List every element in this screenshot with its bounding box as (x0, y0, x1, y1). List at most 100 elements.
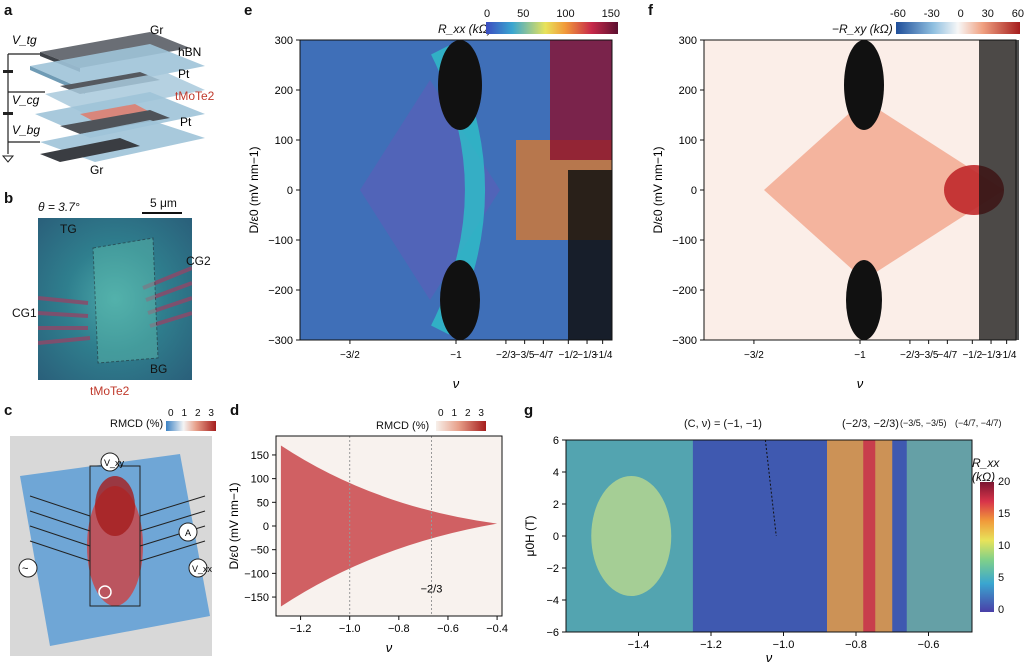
colorbar-ticks-f: -60 -30 0 30 60 (890, 8, 1024, 20)
x-tick-label: −1/4 (997, 350, 1017, 361)
voltage-label-bg: V_bg (12, 123, 40, 137)
saturated-band (568, 170, 612, 340)
colorbar-title-d: RMCD (%) (376, 420, 430, 432)
annotation-g-3: (−4/7, −4/7) (955, 418, 1002, 428)
y-tick-label: −100 (244, 568, 269, 580)
x-tick-label: −4/7 (937, 350, 957, 361)
x-axis-label: ν (857, 376, 864, 391)
x-tick-label: −3/2 (340, 350, 360, 361)
panel-letter-b: b (4, 190, 14, 207)
chart-f: 300 200 100 0 −100 −200 −300 −3/2 −1 −2/3−3/5−4/7… (651, 36, 1019, 391)
resistance-band-right (906, 440, 972, 632)
x-tick-label: −0.6 (918, 639, 940, 651)
y-tick-label: −100 (672, 235, 697, 247)
y-tick-label: 100 (275, 135, 293, 147)
saturated-lobe-top (844, 40, 884, 130)
x-tick-label: −1/2 (962, 350, 982, 361)
x-tick-label: −1/3 (981, 350, 1001, 361)
y-tick-label: 100 (251, 474, 269, 486)
y-tick-label: 100 (679, 135, 697, 147)
label-cg2: CG2 (186, 254, 211, 268)
saturated-lobe-bottom (846, 260, 882, 340)
y-tick-label: 200 (275, 85, 293, 97)
y-tick-label: −150 (244, 592, 269, 604)
y-tick-label: 50 (257, 497, 269, 509)
colorbar-d (436, 421, 486, 431)
y-tick-label: −50 (250, 545, 269, 557)
y-axis-label: D/ε0 (mV nm−1) (227, 482, 241, 569)
colorbar-title-e: R_xx (kΩ) (438, 22, 492, 36)
colorbar-e (486, 22, 618, 34)
x-tick-label: −3/2 (744, 350, 764, 361)
colorbar-ticks-g: 20 15 10 5 0 (998, 476, 1011, 616)
annotation-g-0: (C, ν) = (−1, −1) (684, 418, 762, 430)
x-tick-label: −1.0 (773, 639, 795, 651)
voltage-label-cg: V_cg (12, 93, 40, 107)
x-axis-label: ν (766, 650, 773, 662)
panel-letter-g: g (524, 402, 534, 419)
panel-letter-e: e (244, 2, 253, 19)
x-tick-label: −1/2 (558, 350, 578, 361)
layer-label-gr-top: Gr (150, 23, 163, 37)
y-tick-label: 300 (679, 36, 697, 47)
hall-region (764, 100, 1004, 280)
x-axis-label: ν (453, 376, 460, 391)
y-tick-label: 150 (251, 450, 269, 462)
layer-label-pt-bottom: Pt (180, 115, 192, 129)
x-tick-label: −0.4 (486, 623, 508, 635)
saturated-band (979, 40, 1019, 340)
y-tick-label: −2 (546, 563, 559, 575)
rmcd-map: V_xy A V_xx ~ (10, 436, 213, 656)
colorbar-g (980, 482, 994, 612)
y-tick-label: 0 (263, 521, 269, 533)
chart-g: −1.4 −1.2 −1.0 −0.8 −0.6 6 4 2 0 −2 −4 −6 ν μ0H (T) (523, 435, 973, 662)
label-bg: BG (150, 362, 168, 376)
layer-label-hbn: hBN (178, 45, 201, 59)
chart-d: −2/3 −1.2 −1.0 −0.8 −0.6 −0.4 150 100 50 0 −50 −100… (227, 435, 508, 655)
saturated-lobe-bottom (440, 260, 480, 340)
colorbar-ticks-e: 0 50 100 150 (484, 8, 620, 20)
x-tick-label: −0.8 (388, 623, 410, 635)
annotation-label: −2/3 (421, 583, 443, 595)
x-tick-label: −1.4 (628, 639, 650, 651)
x-tick-label: −2/3 (496, 350, 516, 361)
y-tick-label: −6 (546, 627, 559, 639)
x-tick-label: −1 (450, 350, 462, 361)
scale-bar-label: 5 μm (150, 196, 177, 210)
colorbar-title-g: R_xx (kΩ) (972, 456, 1000, 484)
meter-vxx: V_xx (192, 564, 212, 574)
y-axis-label: D/ε0 (mV nm−1) (651, 146, 665, 233)
x-tick-label: −3/5 (515, 350, 535, 361)
y-tick-label: 300 (275, 36, 293, 47)
y-tick-label: −300 (672, 335, 697, 347)
y-tick-label: −100 (268, 235, 293, 247)
panel-letter-d: d (230, 402, 240, 419)
x-tick-label: −1/4 (593, 350, 613, 361)
layer-label-tmote2: tMoTe2 (175, 89, 215, 103)
voltage-label-tg: V_tg (12, 33, 37, 47)
resistance-band-fqah (827, 440, 893, 632)
x-axis-label: ν (386, 640, 393, 655)
x-tick-label: −3/5 (919, 350, 939, 361)
panel-letter-c: c (4, 402, 13, 419)
scale-bar (142, 212, 182, 214)
resistance-lobe (591, 476, 672, 596)
y-axis-label: D/ε0 (mV nm−1) (247, 146, 261, 233)
twist-angle: θ = 3.7° (38, 200, 80, 214)
y-tick-label: 4 (553, 467, 559, 479)
x-tick-label: −0.6 (437, 623, 459, 635)
panel-letter-f: f (648, 2, 653, 19)
rmcd-region (280, 445, 498, 607)
y-tick-label: 0 (287, 185, 293, 197)
y-tick-label: −200 (268, 285, 293, 297)
y-tick-label: 2 (553, 499, 559, 511)
x-tick-label: −2/3 (900, 350, 920, 361)
y-tick-label: 0 (691, 185, 697, 197)
resistance-band-peak (863, 440, 876, 632)
colorbar-title-c: RMCD (%) (110, 418, 164, 430)
colorbar-title-f: −R_xy (kΩ) (832, 22, 893, 36)
label-cg1: CG1 (12, 306, 37, 320)
chart-e: 300 200 100 0 −100 −200 −300 −3/2 −1 −2/3−3/5−4/7… (247, 36, 613, 391)
meter-vxy: V_xy (104, 458, 125, 468)
